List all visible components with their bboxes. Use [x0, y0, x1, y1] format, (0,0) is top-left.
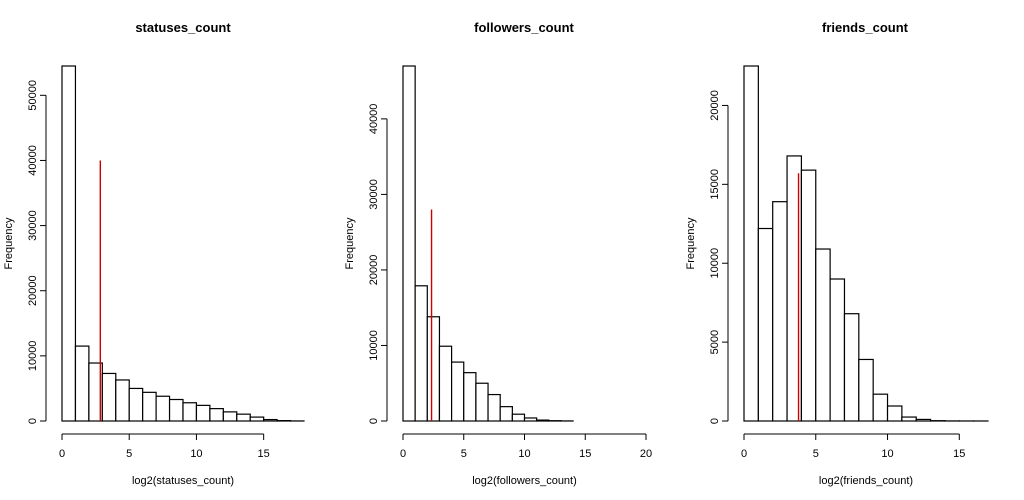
- y-axis-label: Frequency: [344, 217, 356, 269]
- histogram-bar: [263, 418, 278, 422]
- histogram-bar: [829, 278, 846, 422]
- histogram-bar: [195, 404, 211, 422]
- histogram-bar: [249, 416, 265, 422]
- histogram-bar: [236, 413, 251, 422]
- y-tick-label: 40000: [368, 104, 380, 135]
- y-tick-label: 20000: [709, 90, 721, 121]
- histogram-bar: [438, 345, 453, 422]
- histogram-bar: [142, 391, 157, 422]
- y-tick-label: 0: [368, 418, 380, 424]
- x-tick-label: 15: [953, 448, 965, 460]
- histogram-bar: [128, 387, 144, 422]
- histogram-bar: [402, 65, 416, 422]
- y-tick-label: 0: [27, 418, 39, 424]
- histogram-bar: [858, 358, 874, 422]
- histogram-bar: [743, 65, 759, 422]
- y-tick-label: 15000: [709, 169, 721, 200]
- x-axis-label: log2(friends_count): [819, 475, 913, 487]
- histogram-bar: [499, 406, 513, 422]
- x-axis-label: log2(followers_count): [472, 475, 577, 487]
- chart-title: statuses_count: [135, 20, 231, 35]
- x-tick-label: 10: [518, 448, 530, 460]
- histogram-bar: [209, 408, 224, 422]
- y-tick-label: 10000: [709, 248, 721, 279]
- y-tick-label: 5000: [709, 330, 721, 354]
- y-tick-label: 10000: [368, 330, 380, 361]
- histogram-bar: [414, 285, 428, 422]
- histogram-bar: [155, 395, 171, 422]
- x-tick-label: 0: [741, 448, 747, 460]
- histogram-bar: [168, 398, 184, 422]
- histogram-bar: [523, 417, 538, 422]
- x-tick-label: 10: [190, 448, 202, 460]
- x-tick-label: 5: [461, 448, 467, 460]
- y-tick-label: 20000: [368, 255, 380, 286]
- histogram-bar: [772, 201, 788, 422]
- histogram-bar: [182, 402, 198, 422]
- y-tick-label: 30000: [27, 210, 39, 241]
- x-tick-label: 15: [258, 448, 270, 460]
- y-tick-label: 40000: [27, 145, 39, 176]
- histogram-bar: [872, 393, 889, 422]
- chart-title: friends_count: [822, 20, 909, 35]
- histogram-bar: [222, 411, 238, 422]
- x-tick-label: 15: [579, 448, 591, 460]
- x-tick-label: 0: [400, 448, 406, 460]
- y-tick-label: 50000: [27, 80, 39, 111]
- histogram-bar: [511, 413, 526, 422]
- histogram-bar: [475, 382, 489, 422]
- histogram-bar: [843, 313, 860, 422]
- x-axis-label: log2(statuses_count): [132, 475, 234, 487]
- x-tick-label: 20: [640, 448, 652, 460]
- histogram-bar: [451, 361, 465, 422]
- histogram-bar: [487, 393, 501, 422]
- x-tick-label: 5: [126, 448, 132, 460]
- histogram-bar: [61, 65, 77, 422]
- histogram-bar: [800, 169, 817, 422]
- histogram-bar: [426, 316, 441, 422]
- y-tick-label: 30000: [368, 179, 380, 210]
- y-axis-label: Frequency: [3, 217, 15, 269]
- histogram-bar: [901, 416, 917, 422]
- histogram-bar: [815, 248, 831, 422]
- panel-followers_count: followers_count 0 5 10 15 20 log2(followers_co…: [344, 20, 652, 487]
- panel-friends_count: friends_count 0 5 10 15 log2(friends_count) 0 5…: [685, 20, 989, 487]
- panel-statuses_count: statuses_count 0 5 10 15 log2(statuses_count)…: [3, 20, 305, 487]
- histogram-bar: [786, 155, 803, 422]
- y-tick-label: 0: [709, 418, 721, 424]
- x-tick-label: 10: [881, 448, 893, 460]
- x-tick-label: 5: [813, 448, 819, 460]
- histogram-bar: [536, 419, 550, 422]
- histogram-bar: [463, 372, 477, 422]
- chart-title: followers_count: [474, 20, 574, 35]
- histogram-bar: [115, 379, 130, 422]
- histogram-bar: [915, 418, 932, 422]
- histogram-bar: [101, 372, 117, 422]
- x-tick-label: 0: [59, 448, 65, 460]
- histogram-bar: [886, 405, 903, 422]
- histogram-bar: [74, 345, 90, 422]
- histogram-bar: [757, 227, 774, 422]
- y-tick-label: 20000: [27, 275, 39, 306]
- y-axis-label: Frequency: [685, 217, 697, 269]
- y-tick-label: 10000: [27, 341, 39, 372]
